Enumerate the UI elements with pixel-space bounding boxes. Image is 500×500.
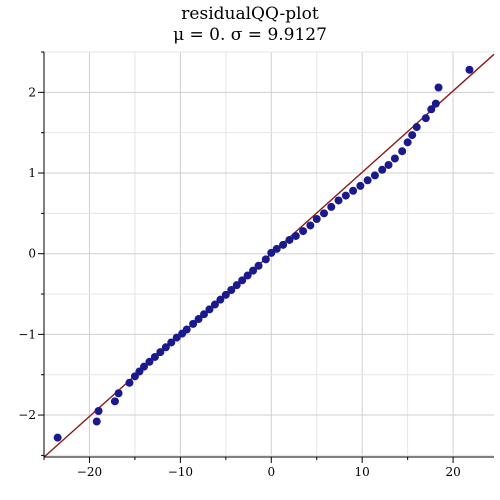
data-point (334, 196, 343, 205)
data-point (363, 176, 372, 185)
data-point (434, 83, 443, 92)
data-point (327, 202, 336, 211)
data-point (205, 305, 214, 314)
y-tick-label: −1 (18, 327, 36, 341)
data-point (167, 338, 176, 347)
data-point (156, 348, 165, 357)
data-point (341, 191, 350, 200)
data-point (384, 160, 393, 169)
data-point (243, 271, 252, 280)
data-point (140, 362, 148, 371)
data-point (349, 186, 358, 195)
data-point (320, 209, 328, 218)
x-tick-label: −10 (168, 465, 193, 479)
data-point (421, 114, 430, 123)
data-point (398, 147, 407, 156)
data-point (238, 276, 247, 285)
data-point (285, 235, 294, 244)
data-point (312, 215, 321, 224)
data-point (232, 281, 241, 290)
chart-title-line-1: residualQQ-plot (181, 4, 319, 24)
data-point (53, 433, 62, 442)
data-point (306, 221, 315, 230)
data-point (125, 378, 134, 387)
data-point (200, 310, 208, 319)
data-point (145, 357, 154, 366)
data-point (110, 397, 119, 406)
data-point (378, 165, 387, 174)
data-point (431, 99, 440, 108)
data-point (299, 227, 308, 236)
x-tick-label: 10 (355, 465, 370, 479)
data-points (53, 65, 474, 442)
data-point (182, 325, 191, 334)
data-point (427, 105, 436, 114)
data-point (172, 333, 181, 342)
data-point (465, 65, 474, 74)
data-point (227, 285, 236, 294)
x-tick-label: −20 (77, 465, 102, 479)
data-point (92, 417, 101, 426)
chart-title: residualQQ-plot μ = 0. σ = 9.9127 (0, 4, 500, 46)
data-point (114, 389, 123, 398)
data-point (356, 181, 365, 190)
data-point (291, 231, 300, 240)
data-point (279, 240, 288, 249)
data-point (254, 261, 263, 270)
y-tick-label: 2 (28, 85, 36, 99)
data-point (390, 154, 399, 163)
grid (43, 51, 494, 457)
data-point (194, 315, 203, 324)
data-point (403, 138, 412, 147)
chart-title-line-2: μ = 0. σ = 9.9127 (173, 25, 327, 45)
data-point (408, 131, 417, 140)
y-tick-label: 0 (28, 247, 36, 261)
data-point (272, 244, 281, 253)
data-point (150, 352, 159, 361)
data-point (221, 290, 230, 299)
x-tick-label: 20 (445, 465, 460, 479)
data-point (412, 123, 421, 132)
y-tick-label: −2 (18, 408, 36, 422)
data-point (94, 407, 103, 416)
data-point (189, 319, 198, 328)
data-point (216, 295, 225, 304)
y-tick-label: 1 (28, 166, 36, 180)
data-point (210, 300, 219, 309)
data-point (267, 248, 276, 257)
data-point (249, 266, 258, 275)
data-point (370, 171, 379, 180)
x-tick-label: 0 (267, 465, 275, 479)
data-point (261, 255, 270, 264)
data-point (161, 343, 170, 352)
